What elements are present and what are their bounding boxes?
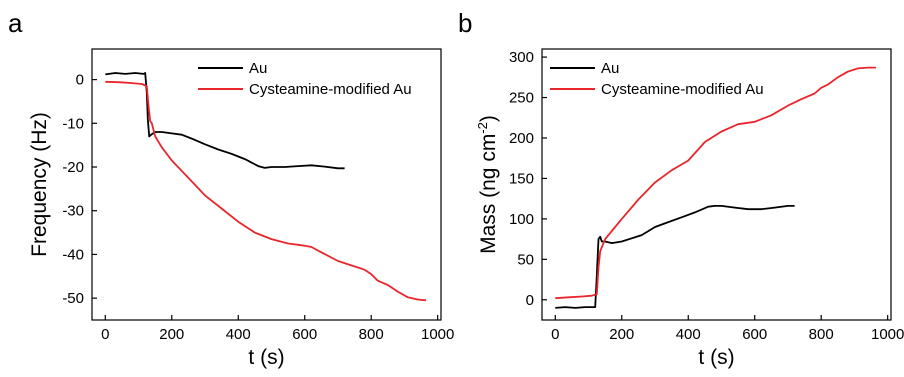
- b-legend-label-au: Au: [601, 60, 619, 77]
- a-y-tick-label: -40: [62, 246, 84, 263]
- panel-a-letter: a: [8, 8, 23, 38]
- a-y-axis-label: Frequency (Hz): [28, 112, 51, 257]
- a-legend-label-au: Au: [249, 60, 267, 77]
- a-x-axis-label: t (s): [248, 346, 284, 369]
- a-y-tick-label: 0: [76, 72, 84, 89]
- a-y-tick-label: -30: [62, 203, 84, 220]
- a-legend-label-cysteamine-modified-au: Cysteamine-modified Au: [249, 81, 412, 98]
- a-plot-frame: [91, 48, 442, 321]
- b-y-tick-label: 200: [509, 130, 534, 147]
- a-series-line-au: [105, 72, 345, 170]
- panel-b: b 0 200 400 600 800 1000 0 50 100 150 200 250 300 t (…: [458, 8, 904, 369]
- b-series-line-au: [555, 205, 795, 309]
- a-y-tick-label: -50: [62, 290, 84, 307]
- b-y-tick-label: 50: [517, 251, 534, 268]
- b-y-tick-label: 0: [526, 292, 534, 309]
- panel-a: a 0 200 400 600 800 1000 0 -10 -20 -30 -40 -50 t (s)…: [8, 8, 454, 369]
- a-y-tick-label: -20: [62, 159, 84, 176]
- b-legend-label-cysteamine-modified-au: Cysteamine-modified Au: [601, 81, 764, 98]
- b-y-tick-label: 150: [509, 170, 534, 187]
- a-x-tick-label: 200: [159, 326, 184, 343]
- b-x-axis-label: t (s): [698, 346, 734, 369]
- b-series-line-cysteamine-modified-au: [555, 66, 876, 300]
- a-x-tick-label: 0: [101, 326, 109, 343]
- a-x-tick-label: 1000: [421, 326, 454, 343]
- b-x-tick-label: 1000: [871, 326, 904, 343]
- b-y-tick-label: 100: [509, 211, 534, 228]
- b-y-tick-label: 300: [509, 49, 534, 66]
- a-series-line-cysteamine-modified-au: [105, 80, 427, 302]
- panel-b-letter: b: [458, 8, 472, 38]
- b-x-tick-label: 400: [676, 326, 701, 343]
- b-y-axis-label: Mass (ng cm-2): [475, 115, 500, 254]
- a-x-tick-label: 600: [292, 326, 317, 343]
- a-x-tick-label: 800: [359, 326, 384, 343]
- b-y-tick-label: 250: [509, 90, 534, 107]
- b-x-tick-label: 0: [551, 326, 559, 343]
- b-x-tick-label: 600: [742, 326, 767, 343]
- b-x-tick-label: 200: [609, 326, 634, 343]
- a-y-tick-label: -10: [62, 115, 84, 132]
- b-plot-frame: [541, 48, 892, 321]
- b-x-tick-label: 800: [809, 326, 834, 343]
- a-x-tick-label: 400: [226, 326, 251, 343]
